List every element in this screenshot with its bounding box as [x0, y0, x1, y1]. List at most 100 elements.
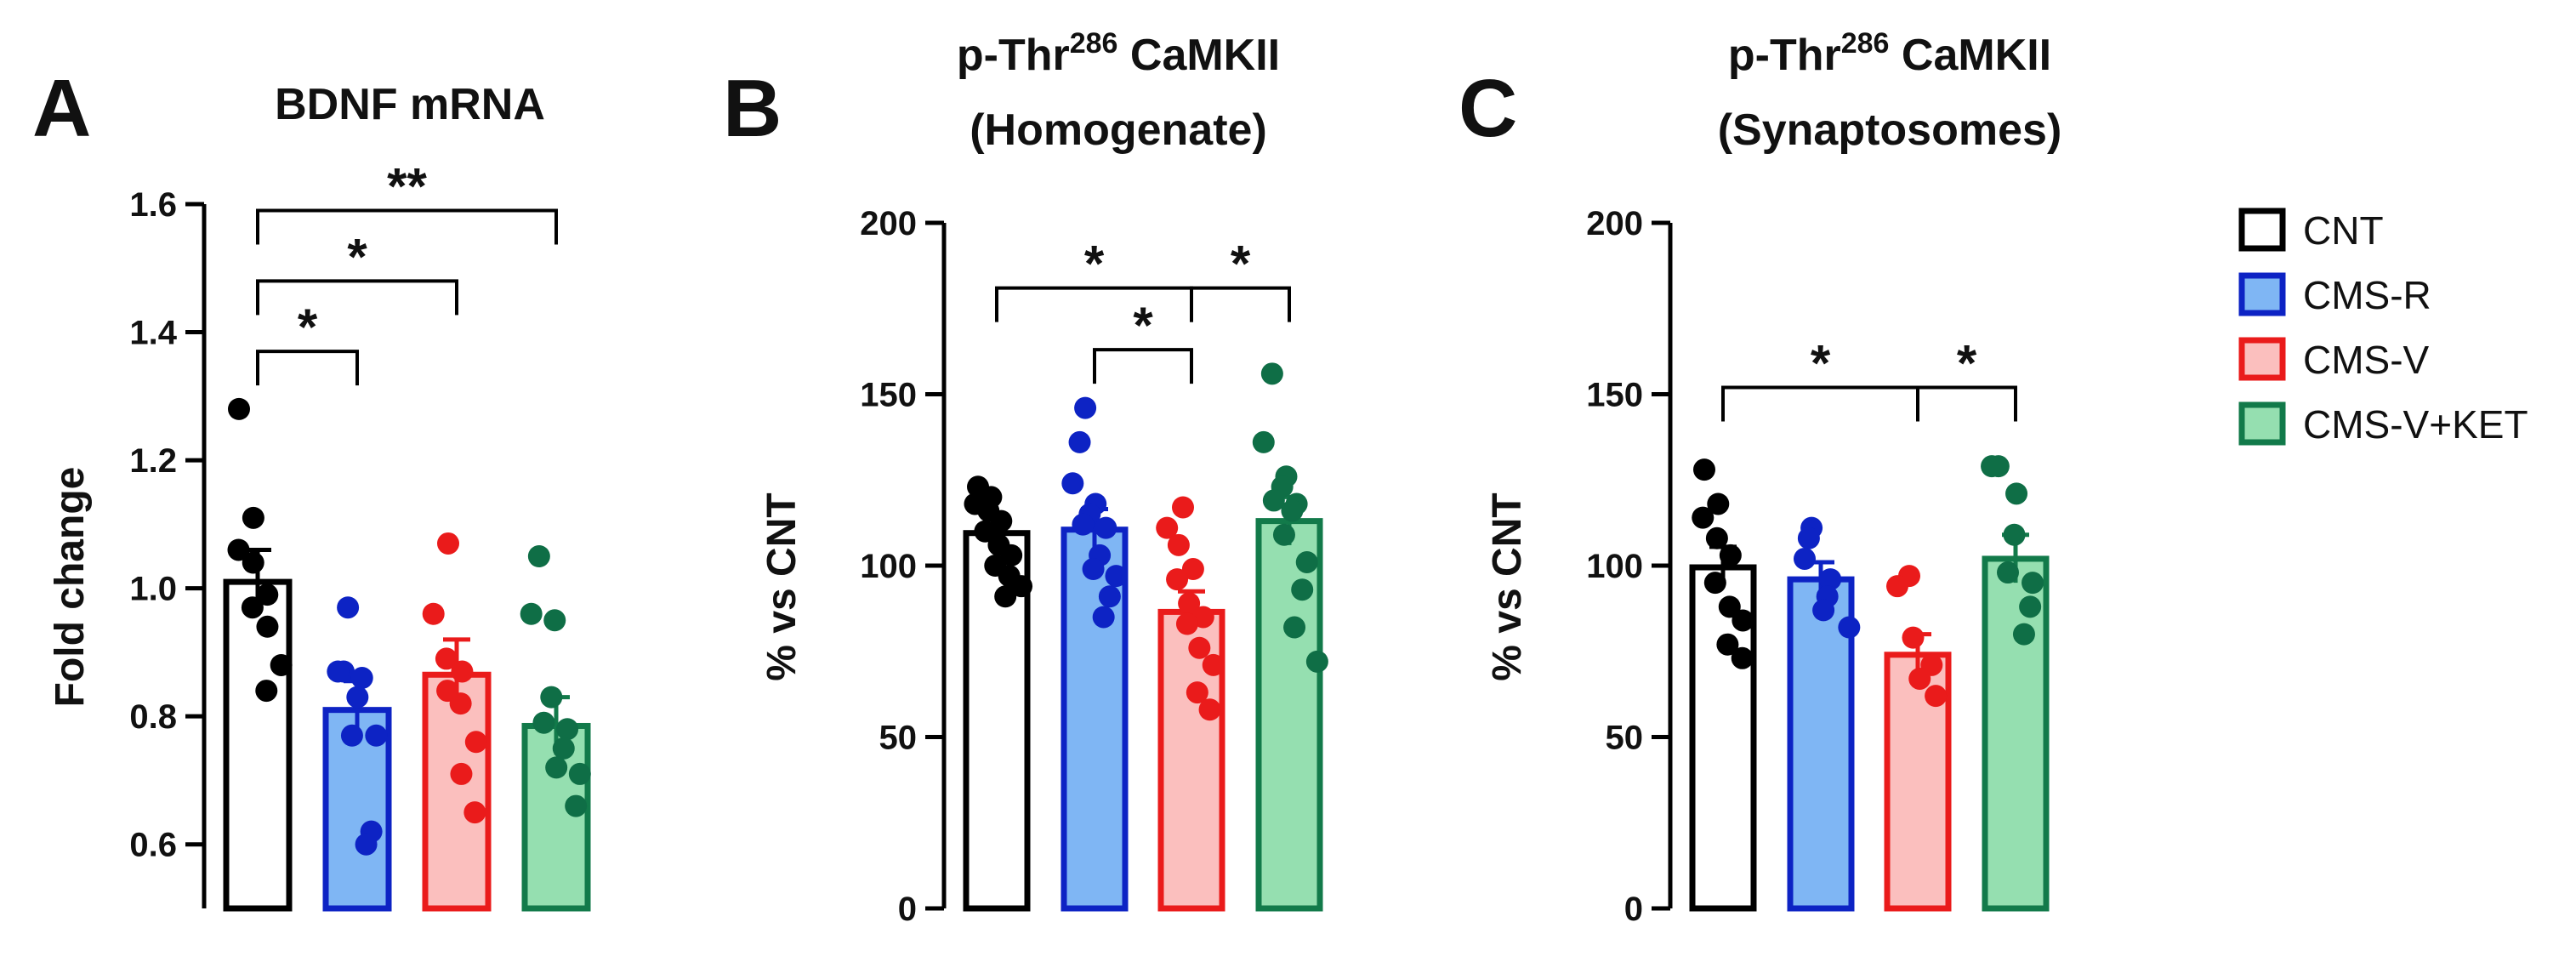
panel-a-point-cms-r — [346, 686, 369, 709]
panel-a-significance-label: ** — [387, 158, 427, 215]
panel-b-point-cms-v-ket — [1305, 650, 1328, 673]
panel-a-point-cms-v-ket — [552, 737, 575, 760]
panel-b-title: p-Thr286 CaMKII — [957, 27, 1280, 80]
panel-b-point-cms-r — [1074, 396, 1097, 419]
panel-c-point-cnt — [1716, 633, 1739, 656]
panel-b-significance-label: * — [1084, 236, 1105, 293]
panel-c-point-cms-v-ket — [2003, 523, 2026, 546]
panel-a-point-cms-v — [451, 660, 474, 683]
legend-label-cms-r: CMS-R — [2303, 273, 2431, 317]
panel-a-point-cms-v-ket — [543, 609, 566, 632]
panel-b-point-cms-v — [1178, 592, 1201, 615]
panel-b-point-cms-r — [1105, 565, 1128, 588]
panel-a: A BDNF mRNA Fold change 0.6 0.8 1.0 1.2 1.4 1… — [32, 63, 591, 912]
panel-b-point-cms-v — [1181, 558, 1204, 581]
panel-b-point-cms-v — [1198, 698, 1221, 721]
panel-b-y-tick-label: 0 — [898, 891, 917, 928]
panel-a-point-cms-v — [422, 602, 445, 625]
panel-c-point-cnt — [1707, 492, 1730, 515]
panel-a-letter: A — [32, 63, 91, 154]
panel-c-point-cnt — [1719, 544, 1742, 566]
panel-b-point-cnt — [1000, 544, 1023, 566]
panel-b-significance-bracket — [1190, 286, 1291, 322]
panel-a-point-cms-v — [450, 762, 473, 785]
panel-b-point-cms-v — [1186, 681, 1208, 704]
panel-b-point-cms-r — [1092, 606, 1115, 629]
panel-a-point-cms-v — [437, 532, 460, 555]
panel-c-letter: C — [1459, 63, 1517, 154]
panel-a-point-cnt — [227, 538, 250, 561]
legend-item-cms-r: CMS-R — [2238, 272, 2431, 317]
panel-a-point-cms-v-ket — [532, 711, 555, 734]
panel-b-title-superscript: 286 — [1070, 27, 1118, 60]
panel-a-point-cnt — [270, 653, 293, 676]
panel-c-point-cnt — [1718, 595, 1741, 618]
panel-b-point-cms-v-ket — [1281, 499, 1304, 522]
panel-b-point-cms-v — [1167, 533, 1190, 556]
panel-c: C p-Thr286 CaMKII (Synaptosomes) % vs CN… — [1459, 27, 2061, 928]
panel-a-significance-bracket — [256, 279, 458, 316]
panel-b-y-tick-label: 200 — [860, 205, 917, 242]
panel-a-y-tick-label: 1.4 — [129, 315, 177, 352]
panel-c-point-cms-v-ket — [2005, 482, 2028, 505]
panel-c-point-cnt — [1692, 506, 1714, 529]
panel-a-title: BDNF mRNA — [275, 80, 545, 129]
legend-item-cms-v-ket: CMS-V+KET — [2238, 401, 2528, 447]
panel-b-point-cms-r — [1098, 585, 1121, 608]
panel-a-point-cnt — [228, 397, 250, 420]
panel-c-point-cms-v-ket — [1997, 561, 2020, 584]
panel-c-point-cms-r — [1794, 547, 1817, 570]
panel-b-point-cms-r — [1072, 513, 1095, 536]
panel-c-y-tick-label: 150 — [1586, 377, 1643, 414]
panel-c-point-cms-v-ket — [2019, 595, 2042, 618]
panel-a-point-cnt — [242, 506, 264, 529]
panel-c-point-cnt — [1731, 646, 1754, 669]
panel-b: B p-Thr286 CaMKII (Homogenate) % vs CNT … — [723, 27, 1328, 928]
panel-c-y-tick-label: 50 — [1606, 720, 1644, 757]
panel-c-title-end: CaMKII — [1889, 31, 2051, 80]
panel-b-significance-label: * — [1133, 297, 1153, 354]
panel-c-point-cnt — [1732, 609, 1754, 632]
panel-b-point-cnt — [994, 585, 1017, 608]
panel-c-significance-bracket — [1916, 385, 2017, 422]
panel-a-point-cms-v — [435, 647, 458, 670]
panel-a-y-tick-label: 1.2 — [129, 442, 177, 480]
panel-c-bar-cms-v-ket — [1982, 555, 2050, 912]
panel-a-point-cms-r — [365, 724, 388, 747]
panel-b-y-tick-label: 100 — [860, 548, 917, 585]
panel-c-y-axis-label: % vs CNT — [1485, 492, 1530, 680]
panel-a-point-cnt — [242, 551, 264, 574]
panel-c-y-tick-label: 200 — [1586, 205, 1643, 242]
panel-b-point-cms-v-ket — [1283, 616, 1306, 639]
panel-a-point-cms-v — [464, 731, 487, 754]
legend-swatch-cms-v — [2238, 337, 2286, 381]
panel-c-point-cms-r — [1812, 599, 1835, 622]
legend-label-cms-v-ket: CMS-V+KET — [2303, 402, 2528, 447]
panel-a-y-tick-label: 0.8 — [129, 698, 177, 736]
legend-swatch-cms-v-ket — [2238, 401, 2286, 446]
panel-a-point-cms-v-ket — [545, 756, 568, 779]
panel-b-point-cms-v — [1172, 496, 1195, 519]
panel-b-point-cms-v — [1202, 653, 1225, 676]
panel-b-title-end: CaMKII — [1117, 31, 1280, 80]
panel-b-point-cms-v-ket — [1252, 430, 1275, 453]
panel-c-point-cms-v — [1908, 667, 1931, 690]
panel-a-y-tick-label: 0.6 — [129, 827, 177, 864]
panel-c-point-cnt — [1705, 527, 1728, 549]
panel-b-point-cms-v-ket — [1262, 489, 1285, 512]
panel-a-y-axis-label: Fold change — [48, 467, 93, 708]
panel-b-point-cms-v-ket — [1295, 550, 1318, 573]
panel-a-point-cms-v-ket — [568, 762, 591, 785]
panel-a-point-cms-r — [340, 724, 363, 747]
panel-a-point-cms-v — [449, 692, 472, 715]
panel-b-point-cms-v-ket — [1291, 578, 1314, 601]
panel-a-significance-bracket — [256, 208, 558, 245]
panel-c-point-cms-v-ket — [2012, 623, 2035, 646]
panel-c-title-superscript: 286 — [1841, 27, 1890, 60]
panel-a-point-cms-v-ket — [540, 686, 563, 709]
panel-b-point-cms-v — [1188, 636, 1211, 659]
panel-c-subtitle: (Synaptosomes) — [1718, 105, 2062, 155]
panel-a-significance-label: * — [347, 228, 367, 285]
panel-a-significance-bracket — [256, 350, 359, 386]
